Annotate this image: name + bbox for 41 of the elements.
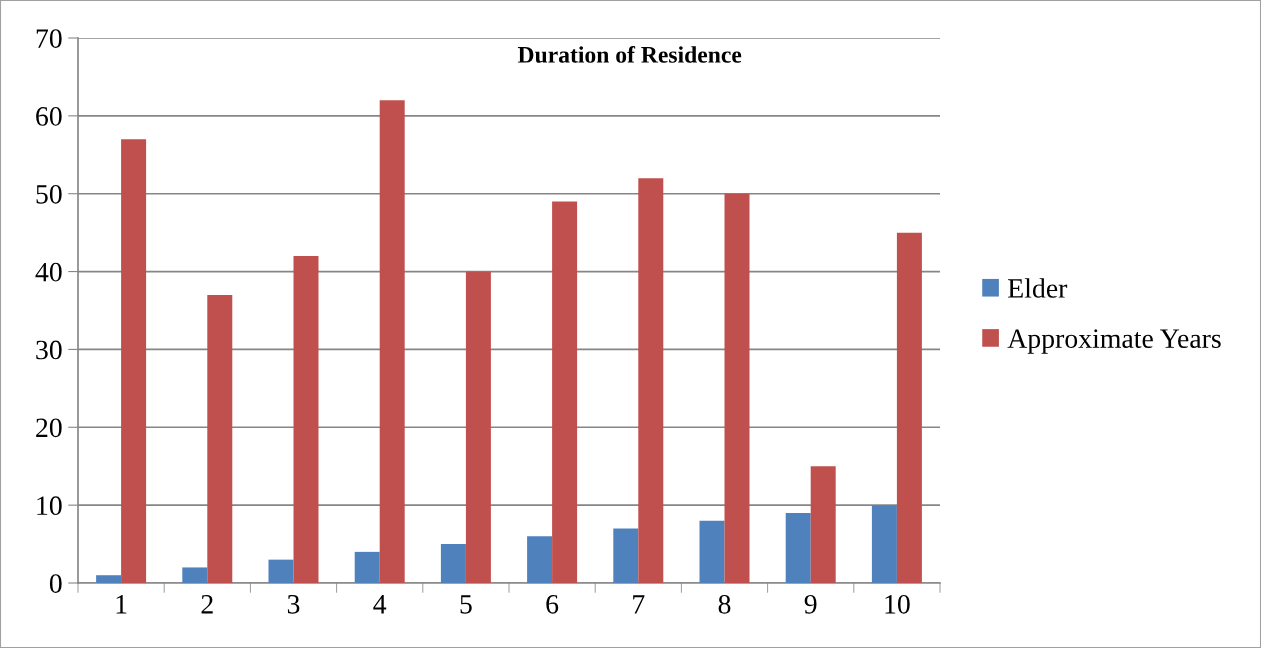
bar [268,559,294,583]
bar [207,294,233,583]
y-tick-label: 20 [36,418,62,438]
x-tick-label: 6 [546,594,559,614]
y-tick-label: 10 [37,496,62,516]
bar [379,100,405,583]
chart-title: Duration of Residence [517,45,742,63]
y-tick-label: 50 [36,184,62,204]
bar [552,201,578,583]
bar [638,178,664,583]
bar [96,575,122,583]
bar [871,505,897,583]
bar [785,512,811,583]
bar [699,520,725,583]
x-tick-label: 10 [885,594,910,614]
x-tick-label: 1 [116,595,127,614]
x-tick-label: 3 [287,594,300,614]
bar [724,193,750,583]
y-tick-label: 40 [35,262,62,282]
bar [896,232,922,583]
bar [293,256,319,583]
bar [810,466,836,583]
y-tick-label: 0 [49,574,62,593]
bar [527,536,553,583]
legend-label: Approximate Years [1007,329,1221,354]
x-tick-label: 5 [460,595,472,614]
bar [182,567,208,583]
x-tick-label: 7 [633,595,645,614]
x-tick-label: 4 [373,595,387,614]
bar [121,139,147,583]
bar [465,271,491,583]
x-tick-label: 2 [201,594,213,614]
bar [613,528,639,583]
y-tick-label: 60 [36,107,62,126]
x-tick-label: 9 [804,594,817,614]
y-tick-label: 30 [36,340,62,360]
x-tick-label: 8 [718,594,731,614]
y-tick-label: 70 [36,29,62,48]
bar [354,551,380,583]
bar [440,544,466,583]
legend-label: Elder [1008,278,1068,298]
